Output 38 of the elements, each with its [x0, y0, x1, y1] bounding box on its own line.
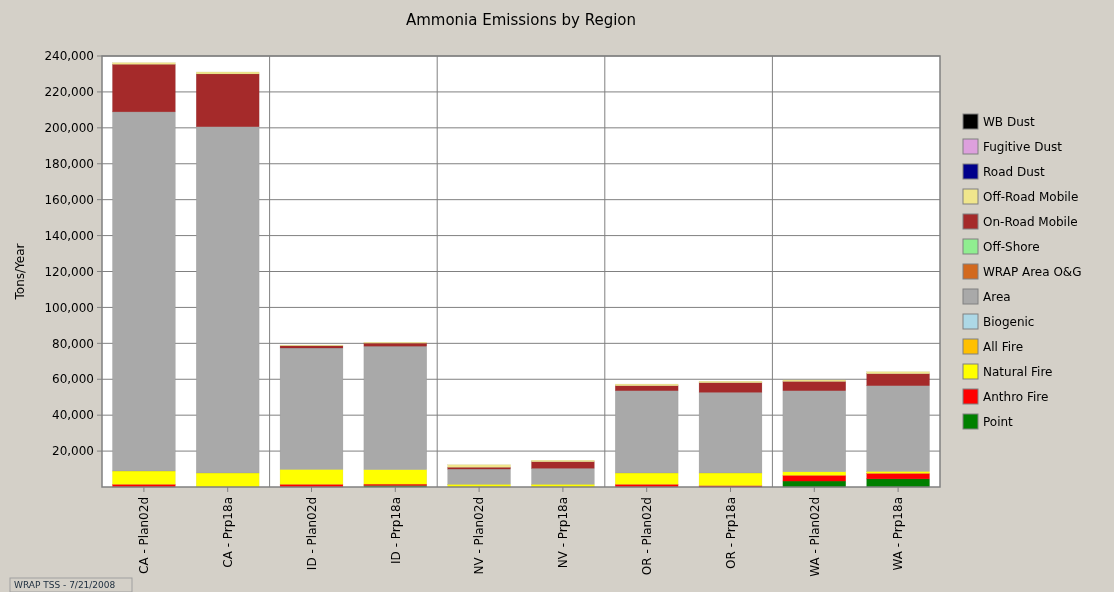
y-tick-label: 200,000 [44, 121, 94, 136]
legend-label: All Fire [983, 340, 1024, 355]
x-tick-label: CA - Plan02d [137, 497, 152, 574]
y-tick-label: 180,000 [44, 156, 94, 171]
legend-label: Off-Road Mobile [983, 190, 1079, 205]
legend-label: WB Dust [983, 115, 1036, 130]
y-axis-title: Tons/Year [13, 243, 27, 301]
text: WRAP TSS - 7/21/2008 [14, 580, 116, 591]
x-tick-label: CA - Prp18a [220, 497, 235, 568]
x-tick-label: NV - Plan02d [472, 497, 487, 575]
x-tick-label: OR - Plan02d [639, 497, 654, 576]
y-tick-label: 20,000 [52, 444, 94, 459]
legend-label: Biogenic [983, 315, 1035, 330]
x-tick-label: ID - Prp18a [388, 497, 403, 564]
y-tick-label: 140,000 [44, 228, 94, 243]
legend-label: Road Dust [983, 165, 1046, 180]
x-tick-label: WA - Prp18a [891, 497, 906, 571]
legend-label: Area [983, 290, 1011, 305]
y-tick-label: 160,000 [44, 192, 94, 207]
y-tick-label: 220,000 [44, 85, 94, 100]
x-tick-label: OR - Prp18a [723, 497, 738, 569]
y-tick-label: 40,000 [52, 408, 94, 423]
y-tick-label: 240,000 [44, 49, 94, 64]
legend-label: Off-Shore [983, 240, 1040, 255]
y-tick-label: 80,000 [52, 336, 94, 351]
x-tick-label: NV - Prp18a [556, 497, 571, 569]
legend-label: WRAP Area O&G [983, 265, 1082, 280]
legend-label: On-Road Mobile [983, 215, 1078, 230]
legend-label: Anthro Fire [983, 390, 1049, 405]
legend-label: Point [983, 415, 1014, 430]
y-tick-label: 60,000 [52, 372, 94, 387]
chart-title: Ammonia Emissions by Region [405, 11, 637, 29]
legend-label: Fugitive Dust [983, 140, 1063, 155]
y-tick-label: 120,000 [44, 264, 94, 279]
y-tick-label: 100,000 [44, 300, 94, 315]
x-tick-label: ID - Plan02d [304, 497, 319, 571]
x-tick-label: WA - Plan02d [807, 497, 822, 577]
legend-label: Natural Fire [983, 365, 1053, 380]
